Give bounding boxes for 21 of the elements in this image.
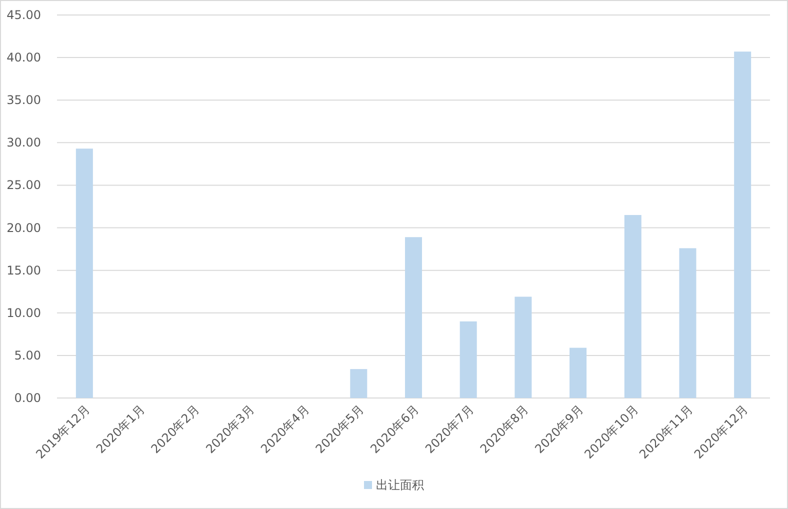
bar: [405, 237, 422, 398]
bar: [514, 296, 532, 398]
y-tick-label: 30.00: [6, 136, 41, 150]
y-tick-label: 0.00: [14, 391, 41, 405]
bar: [679, 248, 696, 398]
y-tick-label: 45.00: [6, 8, 41, 22]
legend-label: 出让面积: [376, 478, 424, 492]
bar: [76, 148, 93, 398]
y-tick-label: 25.00: [6, 178, 41, 192]
y-tick-label: 10.00: [6, 306, 41, 320]
y-tick-label: 40.00: [6, 50, 41, 65]
y-tick-label: 20.00: [6, 220, 41, 235]
y-tick-label: 35.00: [6, 93, 41, 108]
y-tick-label: 5.00: [14, 348, 41, 362]
bar: [460, 321, 477, 398]
bar: [570, 348, 587, 398]
bar: [350, 369, 368, 398]
legend: 出让面积: [364, 478, 424, 492]
y-tick-label: 15.00: [6, 263, 41, 278]
bar: [624, 215, 642, 398]
bar: [734, 52, 752, 398]
